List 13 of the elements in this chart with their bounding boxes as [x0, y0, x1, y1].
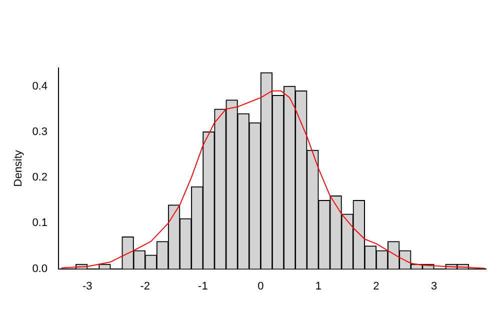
- y-tick-label: 0.1: [32, 217, 48, 230]
- x-tick-label: 3: [430, 280, 438, 292]
- y-tick-label: 0.3: [32, 126, 48, 138]
- x-tick-label: -2: [140, 280, 150, 292]
- x-tick-label: 1: [315, 280, 322, 292]
- y-tick-label: 0.2: [32, 172, 48, 184]
- y-axis-title: Density: [12, 150, 25, 187]
- x-tick-label: -1: [198, 280, 208, 292]
- x-tick-label: 2: [373, 280, 380, 292]
- x-tick-label: 0: [258, 280, 264, 292]
- y-tick-label: 0.0: [32, 262, 48, 275]
- x-tick-label: -3: [82, 280, 92, 292]
- y-tick-label: 0.4: [32, 80, 48, 92]
